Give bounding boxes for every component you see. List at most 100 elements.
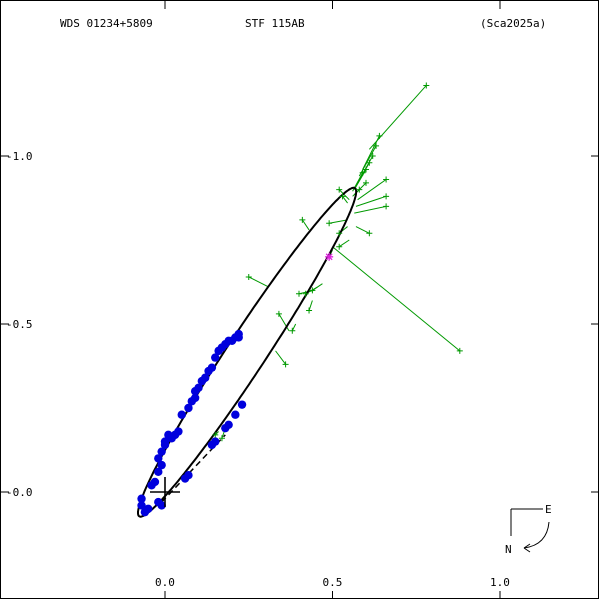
primary-star-cross — [150, 477, 180, 507]
plus-observation — [356, 186, 363, 193]
plus-observation — [369, 153, 376, 159]
plus-observation — [336, 230, 343, 237]
plus-observation — [383, 203, 390, 210]
plus-observation — [299, 216, 306, 223]
speckle-observation — [177, 410, 186, 419]
residual-line — [308, 300, 313, 311]
residual-line — [338, 189, 350, 201]
speckle-observation — [157, 447, 166, 456]
discoverer-label: STF 115AB — [245, 17, 305, 30]
speckle-observation — [221, 423, 230, 433]
plus-observation — [282, 361, 289, 368]
special-observation — [325, 252, 334, 261]
speckle-observation — [237, 400, 247, 409]
speckle-observation — [201, 373, 210, 382]
residual-line — [332, 246, 461, 352]
residual-line — [368, 85, 427, 150]
plus-observation — [359, 169, 366, 176]
y-tick-label-1: -0.5 — [6, 318, 33, 331]
plus-observation — [339, 193, 346, 200]
speckle-observation — [194, 383, 203, 393]
x-tick-label-2: 1.0 — [490, 576, 510, 589]
speckle-observation — [211, 353, 220, 362]
y-tick-label-2: -1.0 — [6, 150, 33, 163]
residual-line — [301, 219, 310, 231]
compass: E N — [505, 503, 552, 556]
compass-east-label: E — [545, 503, 552, 516]
plus-observation — [376, 132, 383, 139]
reference-label: (Sca2025a) — [480, 17, 546, 30]
primary-star — [150, 477, 180, 507]
speckle-observation — [137, 501, 146, 510]
speckle-observation — [184, 403, 193, 413]
orbit-ellipse — [137, 186, 358, 518]
residual-line — [354, 205, 387, 214]
residual-line — [248, 276, 270, 288]
x-tick-label-1: 0.5 — [323, 576, 343, 589]
speckle-observation — [160, 437, 170, 446]
speckle-observation — [207, 440, 217, 450]
speckle-observation — [190, 393, 200, 403]
plus-observation — [306, 307, 313, 314]
speckle-observation — [207, 363, 217, 372]
compass-axes — [510, 508, 543, 536]
residual-line — [342, 196, 348, 204]
plus-observation — [336, 186, 343, 193]
y-axis-ticks: -0.0 -0.5 -1.0 — [1, 150, 599, 499]
x-axis-ticks: 0.0 0.5 1.0 — [155, 1, 510, 599]
plus-observation — [366, 159, 373, 166]
speckle-observation — [144, 504, 153, 513]
compass-north-label: N — [505, 543, 512, 556]
speckle-observation — [154, 467, 163, 477]
compass-arrow-head — [523, 543, 531, 553]
observation-marks — [137, 82, 463, 517]
speckle-observation — [174, 427, 183, 436]
speckle-observation — [150, 477, 160, 487]
y-tick-label-0: -0.0 — [6, 486, 33, 499]
plus-observation — [326, 220, 333, 227]
plus-observation — [302, 290, 309, 297]
residual-line — [358, 145, 377, 177]
plus-observation — [289, 327, 296, 334]
residual-line — [355, 226, 370, 234]
speckle-observation — [154, 454, 163, 463]
residual-line — [329, 219, 348, 224]
speckle-observation — [157, 501, 166, 510]
plus-observation — [275, 310, 282, 317]
plus-observation — [423, 82, 430, 89]
plus-observation — [456, 347, 463, 354]
plus-observation — [373, 142, 380, 149]
residual-line — [355, 195, 387, 207]
plus-observation — [363, 179, 369, 186]
speckle-observation — [234, 329, 243, 339]
plus-observation — [309, 287, 316, 294]
plus-observation — [366, 230, 373, 237]
residual-line — [278, 313, 290, 331]
line-of-nodes — [161, 434, 226, 503]
plus-observation — [212, 431, 219, 438]
residual-line — [338, 239, 350, 248]
residual-line — [291, 323, 297, 331]
plus-observation — [245, 273, 252, 280]
x-tick-label-0: 0.0 — [155, 576, 175, 589]
compass-arrow-arc — [523, 521, 550, 549]
plus-observation — [383, 193, 390, 200]
plus-observation — [336, 243, 343, 250]
residual-line — [214, 431, 219, 436]
wds-id-label: WDS 01234+5809 — [60, 17, 153, 30]
orbit-path — [137, 186, 358, 518]
speckle-observation — [180, 474, 190, 483]
speckle-observation — [157, 460, 166, 470]
residual-line — [298, 289, 315, 295]
plus-observation — [363, 166, 369, 173]
speckle-observation — [231, 410, 240, 419]
plus-observation — [218, 435, 225, 442]
residual-line — [362, 135, 380, 170]
plus-observation — [383, 176, 390, 183]
residual-line — [357, 179, 387, 201]
residual-line — [275, 350, 287, 365]
plus-observation — [296, 290, 302, 297]
speckle-observation — [137, 494, 146, 503]
